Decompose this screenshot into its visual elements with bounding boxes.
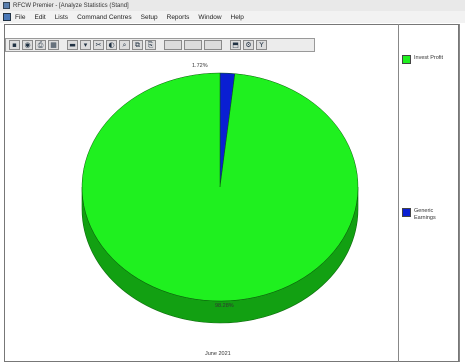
save-icon[interactable]: ▪ (9, 40, 20, 50)
menu-window[interactable]: Window (198, 13, 222, 21)
legend-item: Generic Earnings (402, 208, 456, 222)
legend-label: Generic Earnings (414, 208, 436, 221)
scrollbar-edge (459, 24, 460, 362)
app-logo-icon (3, 2, 10, 9)
legend-swatch (402, 208, 411, 217)
pie-slice-invest-profit (81, 72, 359, 302)
zoom-icon[interactable]: ⌕ (119, 40, 130, 50)
preview-icon[interactable]: ◉ (22, 40, 33, 50)
chart-toolbar: ▪ ◉ ⎙ ▦ ▬ ▾ ✂ ◐ ⌕ ⧉ ⎘ ⬒ ⚙ Y (5, 38, 315, 52)
dropdown-icon[interactable]: ▾ (80, 40, 91, 50)
legend-divider (398, 24, 399, 362)
document-icon[interactable] (3, 13, 11, 21)
filter-icon[interactable]: Y (256, 40, 267, 50)
menu-help[interactable]: Help (230, 13, 244, 21)
legend-item: Invest Profit (402, 55, 456, 64)
print-icon[interactable]: ⎙ (35, 40, 46, 50)
settings-icon[interactable]: ⚙ (243, 40, 254, 50)
chart-type-icon[interactable]: ▬ (67, 40, 78, 50)
menu-edit[interactable]: Edit (34, 13, 46, 21)
export-icon[interactable]: ⎘ (145, 40, 156, 50)
toolbar-separator (61, 40, 65, 50)
3d-icon[interactable]: ⬒ (230, 40, 241, 50)
window-title: RFCW Premier - [Analyze Statistics (Stan… (13, 2, 129, 9)
menu-file[interactable]: File (15, 13, 26, 21)
blank-3-icon[interactable] (204, 40, 222, 50)
window-title-bar: RFCW Premier - [Analyze Statistics (Stan… (0, 0, 465, 11)
blank-2-icon[interactable] (184, 40, 202, 50)
menu-command-centres[interactable]: Command Centres (77, 13, 132, 21)
cut-icon[interactable]: ✂ (93, 40, 104, 50)
image-icon[interactable]: ▦ (48, 40, 59, 50)
data-label-generic: 1.72% (192, 63, 208, 69)
menu-setup[interactable]: Setup (140, 13, 158, 21)
toolbar-separator (158, 40, 162, 50)
palette-icon[interactable]: ◐ (106, 40, 117, 50)
chart-legend: Invest Profit Generic Earnings (402, 52, 459, 352)
legend-swatch (402, 55, 411, 64)
chart-footer: June 2021 (205, 351, 231, 357)
toolbar-separator (224, 40, 228, 50)
legend-label: Invest Profit (414, 55, 444, 61)
menu-reports[interactable]: Reports (166, 13, 190, 21)
copy-icon[interactable]: ⧉ (132, 40, 143, 50)
menu-lists[interactable]: Lists (54, 13, 69, 21)
pie-chart: 1.72% 98.28% June 2021 (8, 56, 393, 359)
pie-chart-svg (81, 72, 359, 324)
menu-bar: File Edit Lists Command Centres Setup Re… (0, 11, 465, 23)
data-label-invest: 98.28% (215, 303, 234, 309)
blank-1-icon[interactable] (164, 40, 182, 50)
